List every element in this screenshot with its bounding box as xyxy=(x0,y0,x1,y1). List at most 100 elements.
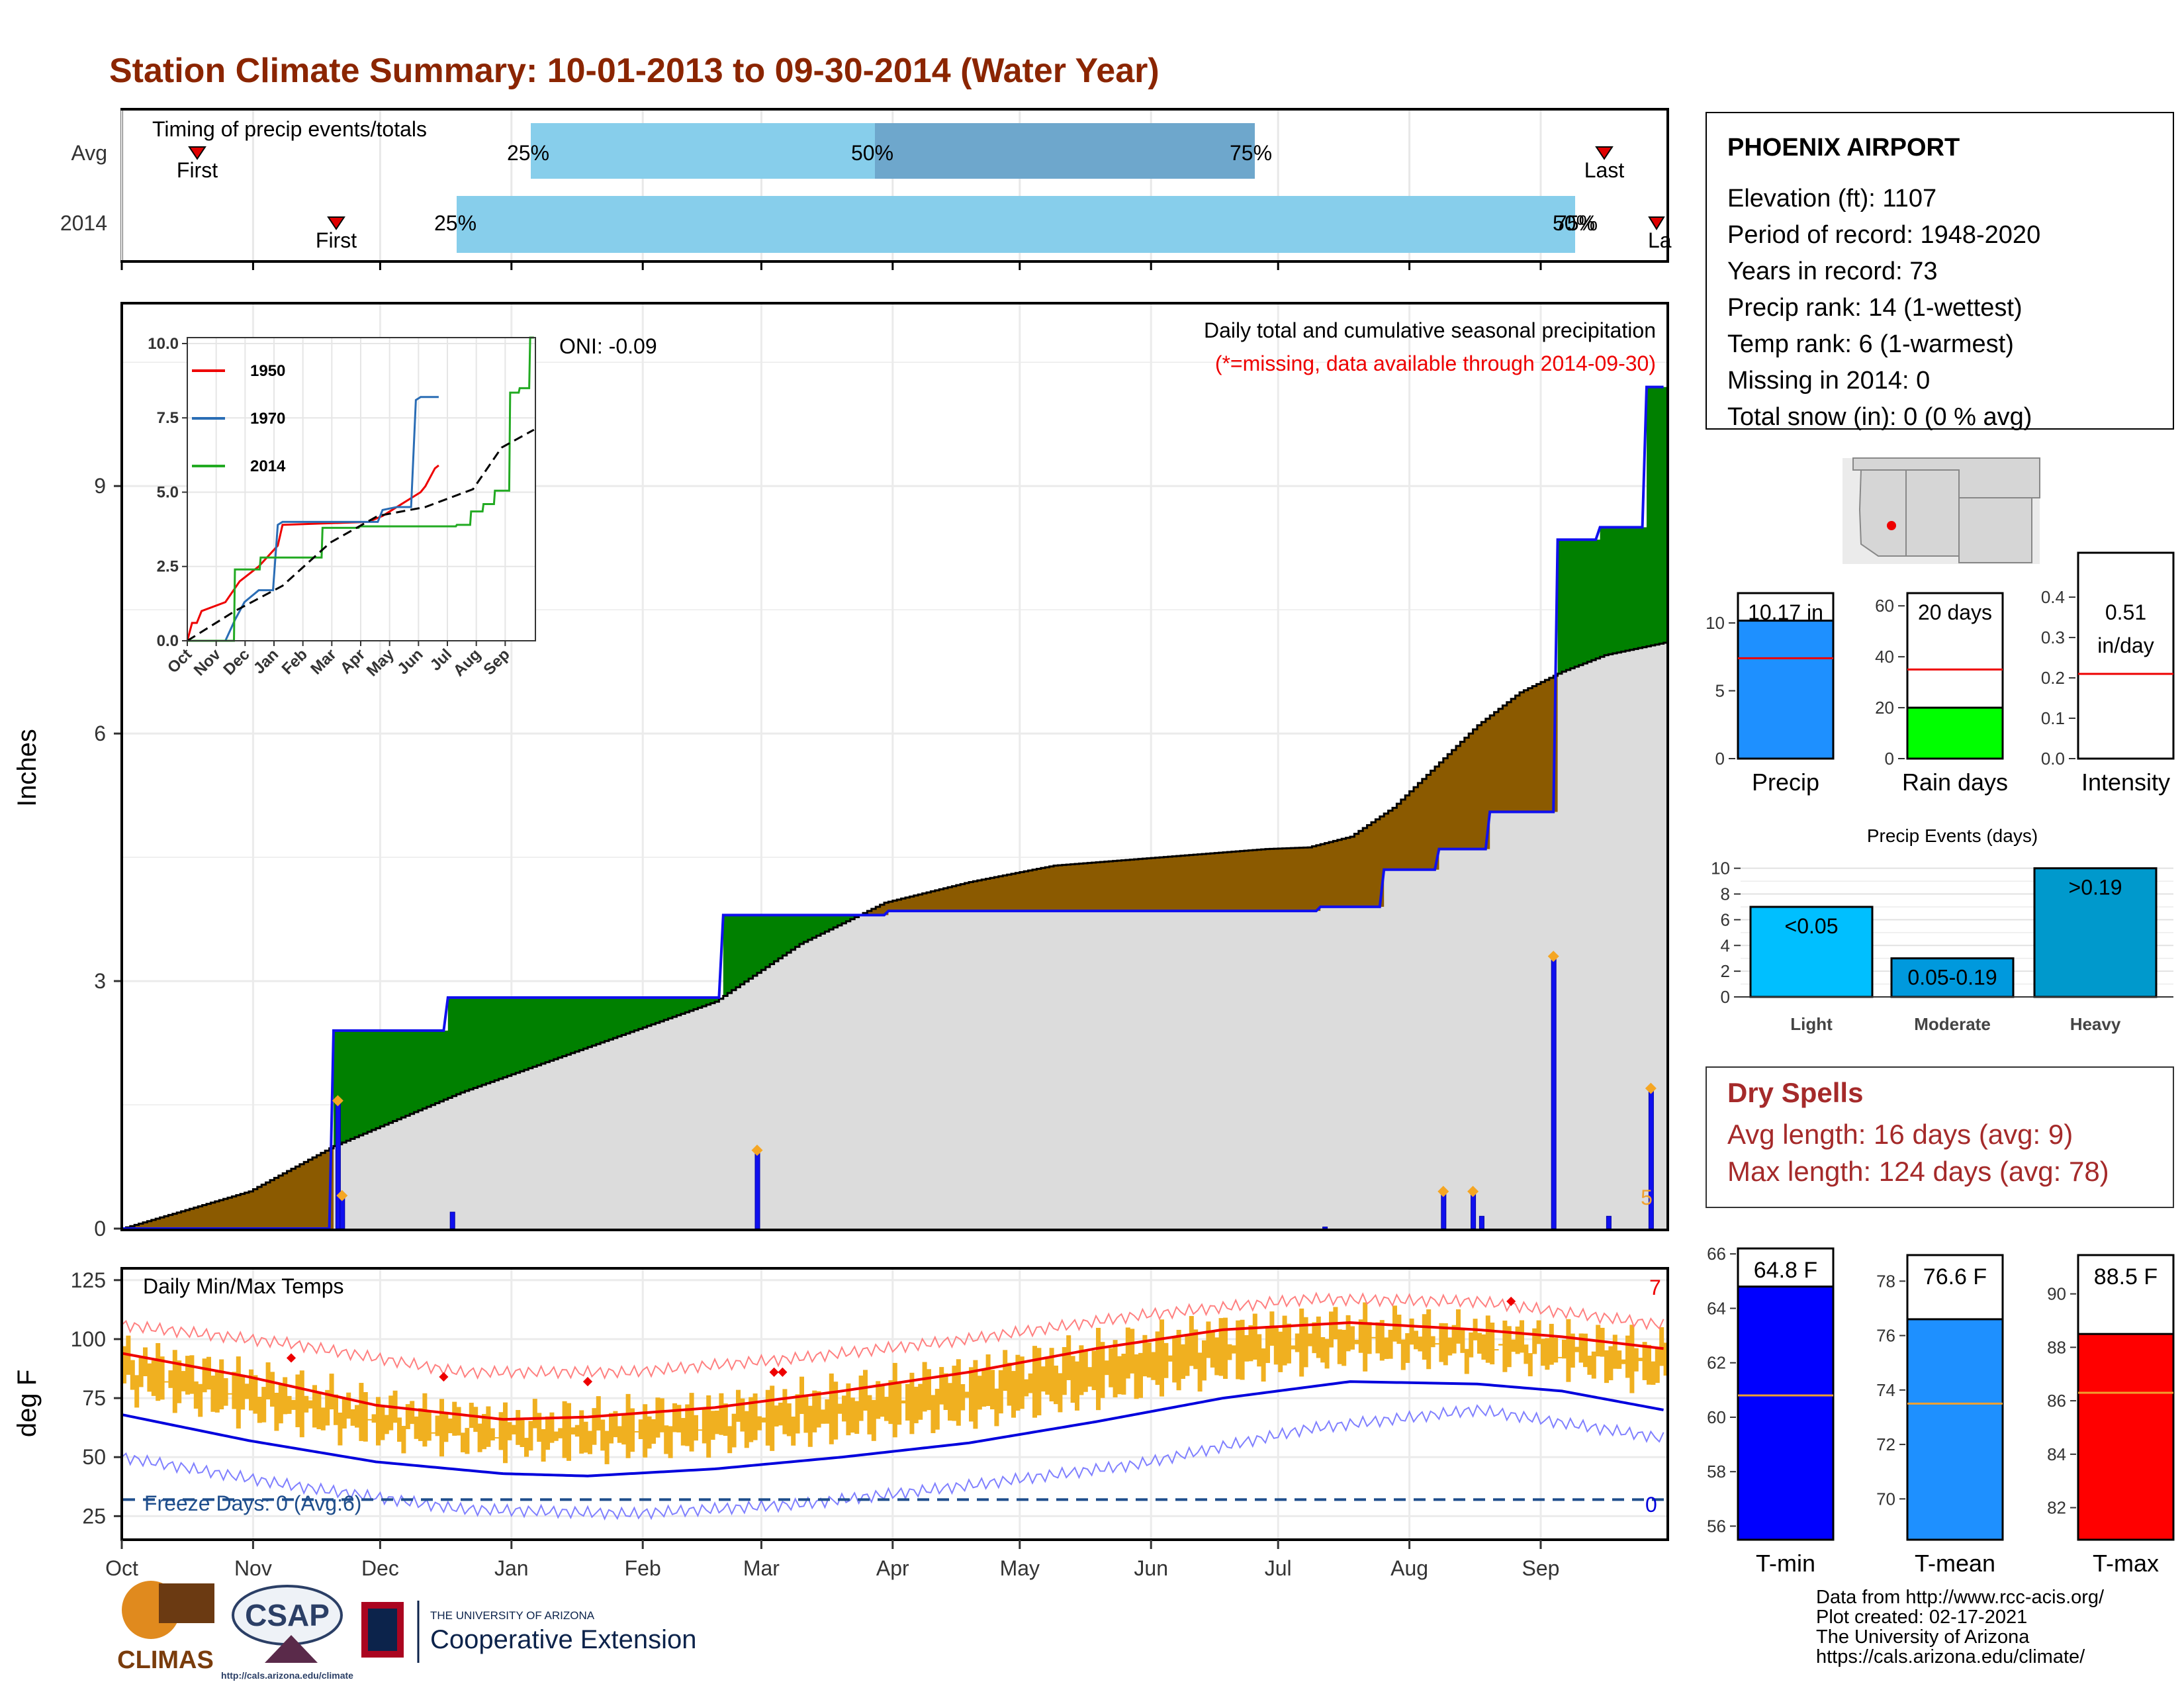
daily-temp-bar xyxy=(1541,1338,1545,1366)
daily-temp-bar xyxy=(990,1370,995,1410)
month-label: Oct xyxy=(105,1556,138,1580)
daily-temp-bar xyxy=(278,1384,283,1424)
events-tick-label: 8 xyxy=(1721,884,1730,904)
y2014-pct-50: 50% xyxy=(1553,211,1595,235)
precip-summary-tick-label: 10 xyxy=(1706,613,1725,633)
events-bar xyxy=(2033,867,2158,998)
avg-cumulative-line xyxy=(122,641,1668,1230)
daily-precip-bar xyxy=(1322,1227,1328,1229)
station-location-dot xyxy=(1887,521,1896,530)
daily-temp-range-band xyxy=(122,1302,1668,1464)
daily-temp-bar xyxy=(1167,1355,1173,1362)
daily-temp-bar xyxy=(283,1377,288,1415)
month-axis: Oct Nov Dec Jan Feb Mar Apr May Jun Jul Aug Sep xyxy=(105,1540,1559,1580)
daily-temp-bar xyxy=(503,1402,508,1464)
daily-temp-bar xyxy=(1481,1334,1486,1360)
daily-temp-bar xyxy=(655,1397,660,1438)
daily-temp-bar xyxy=(1545,1338,1550,1370)
daily-temp-bar xyxy=(1058,1373,1063,1413)
precip-summary-tick-label: 5 xyxy=(1715,681,1725,701)
credit-line-3: The University of Arizona xyxy=(1816,1626,2030,1648)
month-label: Jul xyxy=(1265,1556,1292,1580)
daily-temp-bar xyxy=(1265,1326,1270,1364)
inset-legend-label: 1950 xyxy=(250,362,285,380)
daily-temp-bar xyxy=(494,1437,500,1439)
daily-temp-bar xyxy=(1032,1346,1037,1418)
daily-temp-bar xyxy=(765,1389,770,1446)
temp-bar-tick-label: 76 xyxy=(1876,1326,1895,1346)
daily-temp-bar xyxy=(1261,1348,1266,1382)
daily-temp-bar xyxy=(1536,1320,1541,1344)
daily-temp-bar xyxy=(833,1382,839,1440)
daily-temp-bar xyxy=(1113,1340,1118,1397)
daily-temp-bar xyxy=(545,1416,550,1450)
station-snow: Total snow (in): 0 (0 % avg) xyxy=(1727,403,2032,431)
daily-temp-bar xyxy=(567,1403,571,1461)
daily-temp-bar xyxy=(1227,1344,1232,1360)
csap-logo: CSAP http://cals.arizona.edu/climate xyxy=(221,1585,353,1681)
daily-temp-bar xyxy=(1083,1350,1088,1392)
daily-temp-bar xyxy=(948,1383,952,1421)
events-tick-label: 4 xyxy=(1721,935,1730,955)
daily-temp-bar xyxy=(1049,1348,1054,1402)
daily-temp-bar xyxy=(130,1360,135,1390)
daily-temp-bar xyxy=(782,1389,788,1434)
daily-temp-bar xyxy=(1663,1342,1668,1376)
daily-temp-bar xyxy=(698,1429,703,1431)
daily-temp-bar xyxy=(744,1411,749,1448)
daily-temp-bar xyxy=(214,1370,220,1413)
temp-y-tick-label: 75 xyxy=(82,1386,106,1410)
daily-temp-bar xyxy=(621,1415,627,1445)
precip-y-tick-label: 9 xyxy=(94,474,106,498)
daily-temp-bar xyxy=(1054,1365,1058,1405)
precip-summary-value: 10.17 in xyxy=(1748,600,1823,624)
daily-temp-bar xyxy=(1578,1333,1584,1363)
intensity-summary-label: Intensity xyxy=(2081,769,2170,796)
daily-temp-bar xyxy=(609,1413,614,1444)
daily-temp-bar xyxy=(304,1395,309,1413)
dry-spells-frame xyxy=(1706,1066,2174,1208)
credit-line-2: Plot created: 02-17-2021 xyxy=(1816,1607,2027,1628)
daily-temp-bar xyxy=(1532,1328,1537,1354)
daily-temp-bar xyxy=(1591,1351,1596,1379)
daily-temp-bar xyxy=(439,1399,444,1457)
daily-temp-bar xyxy=(1435,1343,1439,1345)
daily-temp-bar xyxy=(1295,1333,1300,1352)
daily-temp-bar xyxy=(177,1360,182,1403)
month-label: Aug xyxy=(1390,1556,1428,1580)
daily-temp-bar xyxy=(1011,1371,1016,1418)
station-precip-rank: Precip rank: 14 (1-wettest) xyxy=(1727,294,2023,322)
daily-temp-bar xyxy=(1231,1345,1236,1354)
daily-temp-bar xyxy=(461,1432,465,1452)
daily-precip-marker xyxy=(751,1145,763,1156)
precip-note: Daily total and cumulative seasonal prec… xyxy=(1204,318,1656,342)
csap-url: http://cals.arizona.edu/climate xyxy=(221,1670,353,1681)
daily-temp-bar xyxy=(897,1382,902,1425)
daily-temp-bar xyxy=(388,1395,394,1430)
temp-bar xyxy=(1737,1286,1835,1541)
events-bar-label: Heavy xyxy=(2070,1014,2121,1034)
daily-temp-bar xyxy=(1642,1342,1647,1380)
daily-temp-bar xyxy=(596,1396,601,1430)
daily-temp-bar xyxy=(1324,1338,1330,1369)
daily-temp-bar xyxy=(634,1430,639,1432)
daily-temp-bar xyxy=(1308,1333,1312,1346)
events-tick-label: 0 xyxy=(1721,987,1730,1007)
daily-temp-bar xyxy=(473,1407,478,1432)
daily-temp-bar xyxy=(786,1403,792,1436)
daily-temp-bar xyxy=(757,1416,762,1430)
map-texas xyxy=(1958,497,2032,563)
daily-temp-bar xyxy=(685,1404,690,1446)
daily-temp-bar xyxy=(172,1350,177,1413)
daily-temp-bar xyxy=(164,1381,169,1383)
daily-temp-bar xyxy=(1269,1311,1275,1346)
daily-temp-bar xyxy=(1443,1323,1448,1366)
daily-temp-bar xyxy=(939,1367,944,1405)
daily-temp-bar xyxy=(956,1359,961,1426)
daily-temp-bar xyxy=(1422,1314,1427,1360)
daily-temp-bar xyxy=(1625,1335,1630,1378)
daily-temp-bar xyxy=(1193,1329,1199,1370)
daily-temp-bar xyxy=(731,1413,737,1448)
daily-temp-bar xyxy=(1117,1356,1122,1395)
